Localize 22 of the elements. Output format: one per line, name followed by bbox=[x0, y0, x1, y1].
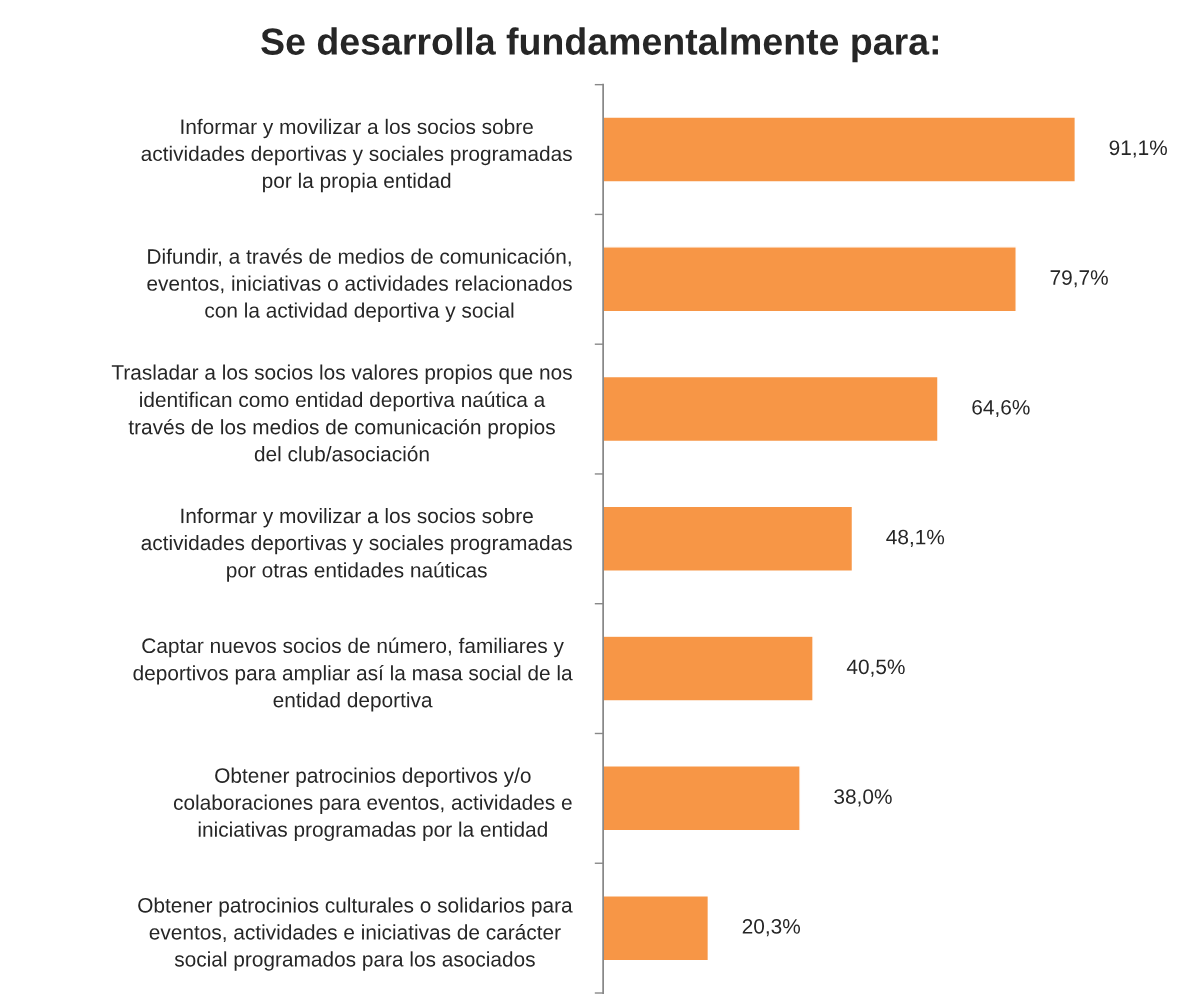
y-tick-label: Difundir, a través de medios de comunicación, eventos, iniciativas o actividades relacionados con la actividad deportiva y social bbox=[147, 248, 572, 322]
bar bbox=[603, 375, 939, 443]
y-tick-label: Obtener patrocinios culturales o solidarios para eventos, actividades e iniciativas de carácter social programados para los asociados bbox=[138, 897, 573, 971]
data-label: 20,3% bbox=[742, 918, 801, 937]
data-label: 48,1% bbox=[886, 529, 945, 547]
y-tick-label: Informar y movilizar a los socios sobre actividades deportivas y sociales programadas por otras entidades naúticas bbox=[141, 507, 572, 582]
data-label: 38,0% bbox=[834, 789, 892, 807]
y-tick-label: Captar nuevos socios de número, familiares y deportivos para ampliar así la masa social de la entidad deportiva bbox=[133, 637, 573, 712]
bar bbox=[603, 505, 854, 572]
bar bbox=[603, 246, 1017, 313]
data-label: 64,6% bbox=[972, 399, 1030, 418]
data-label: 40,5% bbox=[846, 659, 905, 677]
y-tick-label: Obtener patrocinios deportivos y/o colaboraciones para eventos, actividades e iniciativas programadas por la entidad bbox=[173, 767, 572, 841]
bar bbox=[603, 116, 1077, 183]
bar bbox=[603, 894, 710, 962]
bar bbox=[603, 765, 801, 832]
y-tick-label: Trasladar a los socios los valores propios que nos identifican como entidad deportiva naútica a través de los medios de comunicación propios del club/asociación bbox=[111, 364, 572, 462]
data-label: 79,7% bbox=[1050, 270, 1108, 288]
bar bbox=[603, 635, 814, 702]
y-tick-label: Informar y movilizar a los socios sobre actividades deportivas y sociales programadas por la propia entidad bbox=[141, 118, 572, 193]
data-label: 91,1% bbox=[1109, 140, 1167, 158]
chart-title: Se desarrolla fundamentalmente para: bbox=[261, 27, 938, 63]
